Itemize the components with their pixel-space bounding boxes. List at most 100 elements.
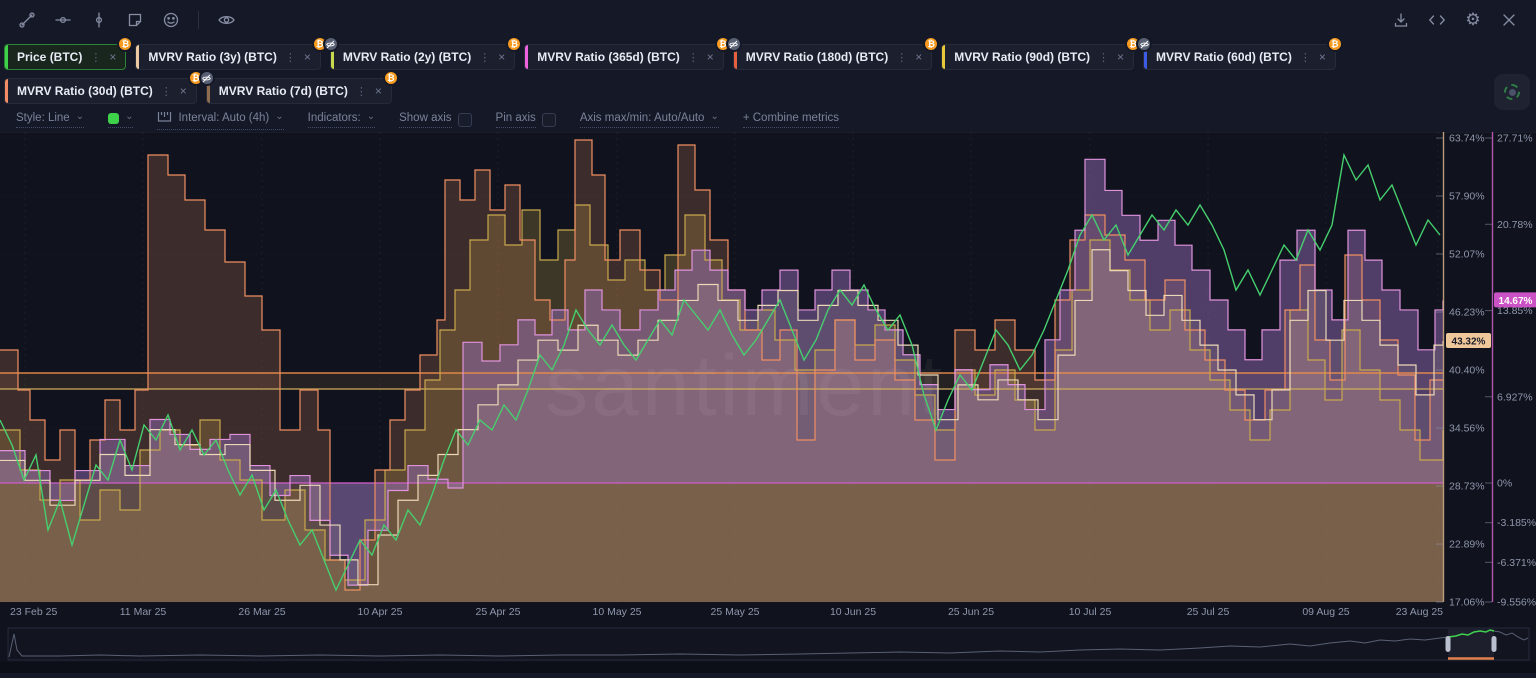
metric-tab-label: MVRV Ratio (3y) (BTC) xyxy=(148,50,277,64)
chart-theme-button[interactable] xyxy=(1494,74,1530,110)
axis-hidden-eye-slash-badge xyxy=(198,70,215,86)
metric-close-icon[interactable]: × xyxy=(179,84,187,98)
color-dropdown[interactable]: ⌄ xyxy=(108,111,134,128)
metric-tab-4[interactable]: MVRV Ratio (180d) (BTC) ⋮ × ₿ xyxy=(725,36,940,70)
metric-close-icon[interactable]: × xyxy=(109,50,117,64)
metric-tab-label: MVRV Ratio (180d) (BTC) xyxy=(745,50,889,64)
navigator-sparkline-selected xyxy=(1447,629,1495,638)
metric-tab-2[interactable]: MVRV Ratio (2y) (BTC) ⋮ × ₿ xyxy=(322,36,523,70)
x-axis-date-label: 11 Mar 25 xyxy=(120,606,167,618)
metric-close-icon[interactable]: × xyxy=(706,50,714,64)
below-zero-band xyxy=(0,483,1443,602)
metric-color-bar xyxy=(136,45,140,69)
style-dropdown[interactable]: Style: Line ⌄ xyxy=(16,111,85,128)
vertical-line-tool-icon[interactable] xyxy=(86,7,112,33)
metric-tab-label: MVRV Ratio (365d) (BTC) xyxy=(537,50,680,64)
x-axis-date-label: 10 Jul 25 xyxy=(1069,606,1112,618)
show-axis-toggle[interactable]: Show axis xyxy=(399,112,472,128)
main-chart[interactable]: santiment 63.74% 57.90% 52.07% 46.23% 40.40% 3… xyxy=(0,132,1536,673)
series-line-mvrv-ratio-3y-btc- xyxy=(0,249,1444,586)
indicators-label: Indicators: xyxy=(307,112,361,124)
metric-close-icon[interactable]: × xyxy=(303,50,311,64)
metric-tab-7[interactable]: MVRV Ratio (30d) (BTC) ⋮ × ₿ xyxy=(4,70,204,104)
axis-maxmin-dropdown[interactable]: Axis max/min: Auto/Auto ⌄ xyxy=(579,111,719,128)
metric-close-icon[interactable]: × xyxy=(915,50,923,64)
metric-color-bar xyxy=(330,45,334,69)
axis-hidden-eye-slash-badge xyxy=(322,36,339,52)
x-axis-date-label: 23 Feb 25 xyxy=(10,606,57,618)
trend-line-tool-icon[interactable] xyxy=(14,7,40,33)
navigator-handle-right[interactable] xyxy=(1491,636,1497,652)
btc-asset-badge: ₿ xyxy=(117,36,134,52)
pin-axis-toggle[interactable]: Pin axis xyxy=(495,112,556,128)
metric-menu-icon[interactable]: ⋮ xyxy=(687,51,699,64)
svg-text:17.06%: 17.06% xyxy=(1449,597,1485,609)
x-axis-date-label: 09 Aug 25 xyxy=(1302,606,1349,618)
axis-hidden-eye-slash-badge xyxy=(725,36,742,52)
metric-menu-icon[interactable]: ⋮ xyxy=(479,51,491,64)
chevron-down-icon: ⌄ xyxy=(710,111,719,122)
emoji-tool-icon[interactable] xyxy=(158,7,184,33)
chevron-down-icon: ⌄ xyxy=(75,111,85,122)
theme-ring-icon xyxy=(1504,84,1520,100)
metric-menu-icon[interactable]: ⋮ xyxy=(90,51,102,64)
metric-menu-icon[interactable]: ⋮ xyxy=(896,51,908,64)
svg-text:52.07%: 52.07% xyxy=(1449,249,1485,261)
x-axis-date-label: 10 Apr 25 xyxy=(358,606,403,618)
settings-gear-icon[interactable]: ⚙ xyxy=(1465,10,1481,29)
pin-axis-checkbox[interactable] xyxy=(541,113,556,127)
svg-text:santiment: santiment xyxy=(545,338,945,434)
embed-code-icon[interactable] xyxy=(1424,7,1450,33)
metric-color-bar xyxy=(733,45,737,69)
note-tool-icon[interactable] xyxy=(122,7,148,33)
chevron-down-icon: ⌄ xyxy=(125,111,134,122)
metric-color-bar xyxy=(942,45,946,69)
metric-tab-5[interactable]: MVRV Ratio (90d) (BTC) ⋮ × ₿ xyxy=(941,36,1142,70)
indicators-dropdown[interactable]: Indicators: ⌄ xyxy=(307,111,376,128)
metric-close-icon[interactable]: × xyxy=(498,50,506,64)
svg-text:20.78%: 20.78% xyxy=(1497,219,1533,231)
watch-eye-icon[interactable] xyxy=(213,7,239,33)
metric-close-icon[interactable]: × xyxy=(1318,50,1326,64)
metric-tab-6[interactable]: MVRV Ratio (60d) (BTC) ⋮ × ₿ xyxy=(1136,36,1343,70)
metric-tab-3[interactable]: MVRV Ratio (365d) (BTC) ⋮ × ₿ xyxy=(524,36,731,70)
svg-text:34.56%: 34.56% xyxy=(1449,423,1485,435)
svg-text:-3.185%: -3.185% xyxy=(1497,517,1536,529)
close-icon[interactable] xyxy=(1496,7,1522,33)
metric-tab-label: MVRV Ratio (90d) (BTC) xyxy=(954,50,1091,64)
color-swatch xyxy=(108,112,120,124)
metric-tab-1[interactable]: MVRV Ratio (3y) (BTC) ⋮ × ₿ xyxy=(135,36,328,70)
download-icon[interactable] xyxy=(1388,7,1414,33)
svg-text:57.90%: 57.90% xyxy=(1449,191,1485,203)
svg-text:28.73%: 28.73% xyxy=(1449,481,1485,493)
metric-menu-icon[interactable]: ⋮ xyxy=(1098,51,1110,64)
svg-text:14.67%: 14.67% xyxy=(1499,296,1533,307)
svg-text:46.23%: 46.23% xyxy=(1449,307,1485,319)
metric-tab-0[interactable]: Price (BTC) ⋮ × ₿ xyxy=(4,36,134,70)
interval-dropdown[interactable]: Interval: Auto (4h) ⌄ xyxy=(157,110,284,130)
horizontal-line-tool-icon[interactable] xyxy=(50,7,76,33)
interval-label: Interval: Auto (4h) xyxy=(178,112,270,124)
metric-tab-8[interactable]: MVRV Ratio (7d) (BTC) ⋮ × ₿ xyxy=(198,70,399,104)
chart-actions: ⚙ xyxy=(1388,7,1522,33)
timeline-navigator[interactable] xyxy=(7,627,1530,661)
show-axis-checkbox[interactable] xyxy=(457,113,472,127)
metric-color-bar xyxy=(1144,45,1148,69)
navigator-handle-left[interactable] xyxy=(1445,636,1451,652)
series-fill xyxy=(0,159,1443,586)
x-axis-date-label: 25 Jun 25 xyxy=(948,606,994,618)
metric-color-bar xyxy=(525,45,529,69)
metric-close-icon[interactable]: × xyxy=(374,84,382,98)
drawing-tools xyxy=(14,7,239,33)
metric-menu-icon[interactable]: ⋮ xyxy=(1299,51,1311,64)
x-axis-date-label: 10 Jun 25 xyxy=(830,606,876,618)
metric-menu-icon[interactable]: ⋮ xyxy=(284,51,296,64)
metric-menu-icon[interactable]: ⋮ xyxy=(160,85,172,98)
metric-close-icon[interactable]: × xyxy=(1117,50,1125,64)
metric-tab-label: MVRV Ratio (7d) (BTC) xyxy=(218,84,348,98)
x-axis-date-label: 26 Mar 25 xyxy=(238,606,285,618)
metric-menu-icon[interactable]: ⋮ xyxy=(355,85,367,98)
axis-maxmin-label: Axis max/min: Auto/Auto xyxy=(579,112,705,124)
axis1-current-value-badge xyxy=(1446,332,1491,348)
combine-metrics-button[interactable]: + Combine metrics xyxy=(742,112,840,128)
